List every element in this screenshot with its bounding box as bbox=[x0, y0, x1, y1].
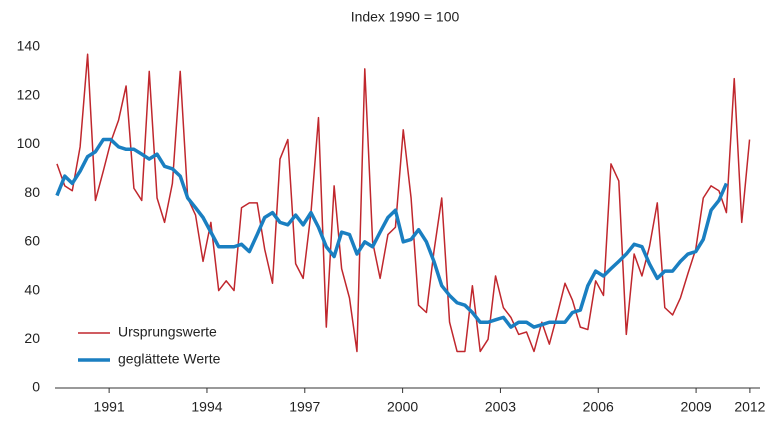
y-tick-label: 80 bbox=[24, 184, 40, 200]
x-tick-label: 2012 bbox=[734, 399, 765, 415]
series-line bbox=[56, 53, 751, 353]
x-tick-label: 1997 bbox=[289, 399, 320, 415]
y-tick-label: 120 bbox=[17, 86, 41, 102]
y-tick-label: 40 bbox=[24, 281, 40, 297]
y-tick-label: 60 bbox=[24, 233, 40, 249]
y-tick-label: 20 bbox=[24, 330, 40, 346]
x-tick-label: 2006 bbox=[583, 399, 614, 415]
series-line bbox=[55, 137, 729, 329]
y-tick-label: 100 bbox=[17, 135, 41, 151]
x-tick-label: 1994 bbox=[191, 399, 222, 415]
y-tick-label: 0 bbox=[32, 379, 40, 395]
x-tick-label: 2003 bbox=[485, 399, 516, 415]
x-tick-label: 2000 bbox=[387, 399, 418, 415]
legend-box bbox=[66, 316, 288, 378]
chart-title: Index 1990 = 100 bbox=[351, 9, 460, 25]
x-tick-label: 1991 bbox=[94, 399, 125, 415]
x-tick-label: 2009 bbox=[681, 399, 712, 415]
y-tick-label: 140 bbox=[17, 38, 41, 54]
legend-label: Ursprungswerte bbox=[118, 324, 217, 340]
legend-label: geglättete Werte bbox=[118, 351, 221, 367]
